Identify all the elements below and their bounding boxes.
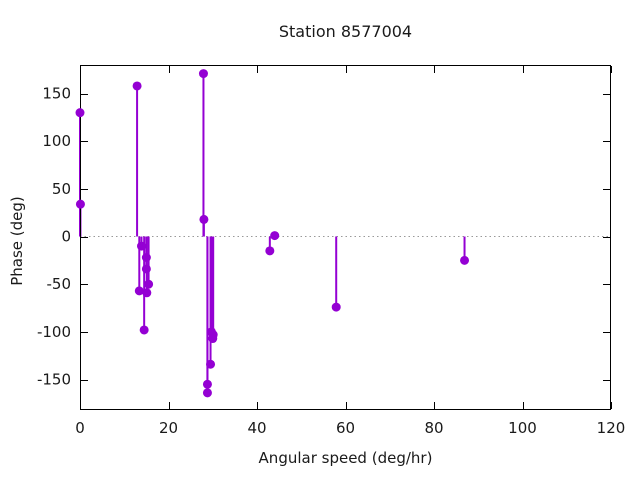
y-tick-label: -100 (37, 323, 71, 341)
data-point (75, 108, 85, 118)
data-point (141, 253, 151, 263)
data-point (208, 334, 218, 344)
data-point (139, 325, 149, 335)
data-point (206, 359, 216, 369)
data-point (142, 288, 152, 298)
x-axis-label: Angular speed (deg/hr) (258, 449, 433, 467)
y-tick-label: 50 (52, 180, 71, 198)
data-point (202, 379, 212, 389)
y-tick-label: 150 (42, 85, 71, 103)
x-tick-label: 20 (159, 419, 178, 437)
y-tick-label: -150 (37, 371, 71, 389)
data-point (144, 279, 154, 289)
data-point (134, 286, 144, 296)
data-point (265, 246, 275, 256)
data-point (270, 231, 280, 241)
data-point (198, 69, 208, 79)
plot-border (80, 65, 611, 410)
x-tick-label: 40 (247, 419, 266, 437)
data-point (132, 81, 142, 91)
y-tick-label: -50 (47, 275, 72, 293)
chart-title: Station 8577004 (278, 22, 413, 41)
data-point (202, 388, 212, 398)
y-axis-label-text: Phase (deg) (8, 196, 26, 286)
data-point (141, 264, 151, 274)
x-tick-label: 60 (336, 419, 355, 437)
x-tick-label: 120 (597, 419, 626, 437)
data-point (137, 241, 147, 251)
x-tick-label: 0 (75, 419, 85, 437)
y-tick-label: 0 (61, 228, 71, 246)
data-point (75, 199, 85, 209)
x-tick-label: 100 (508, 419, 537, 437)
data-point (460, 255, 470, 265)
data-point (331, 302, 341, 312)
data-point (199, 214, 209, 224)
y-tick-label: 100 (42, 132, 71, 150)
x-tick-label: 80 (424, 419, 443, 437)
